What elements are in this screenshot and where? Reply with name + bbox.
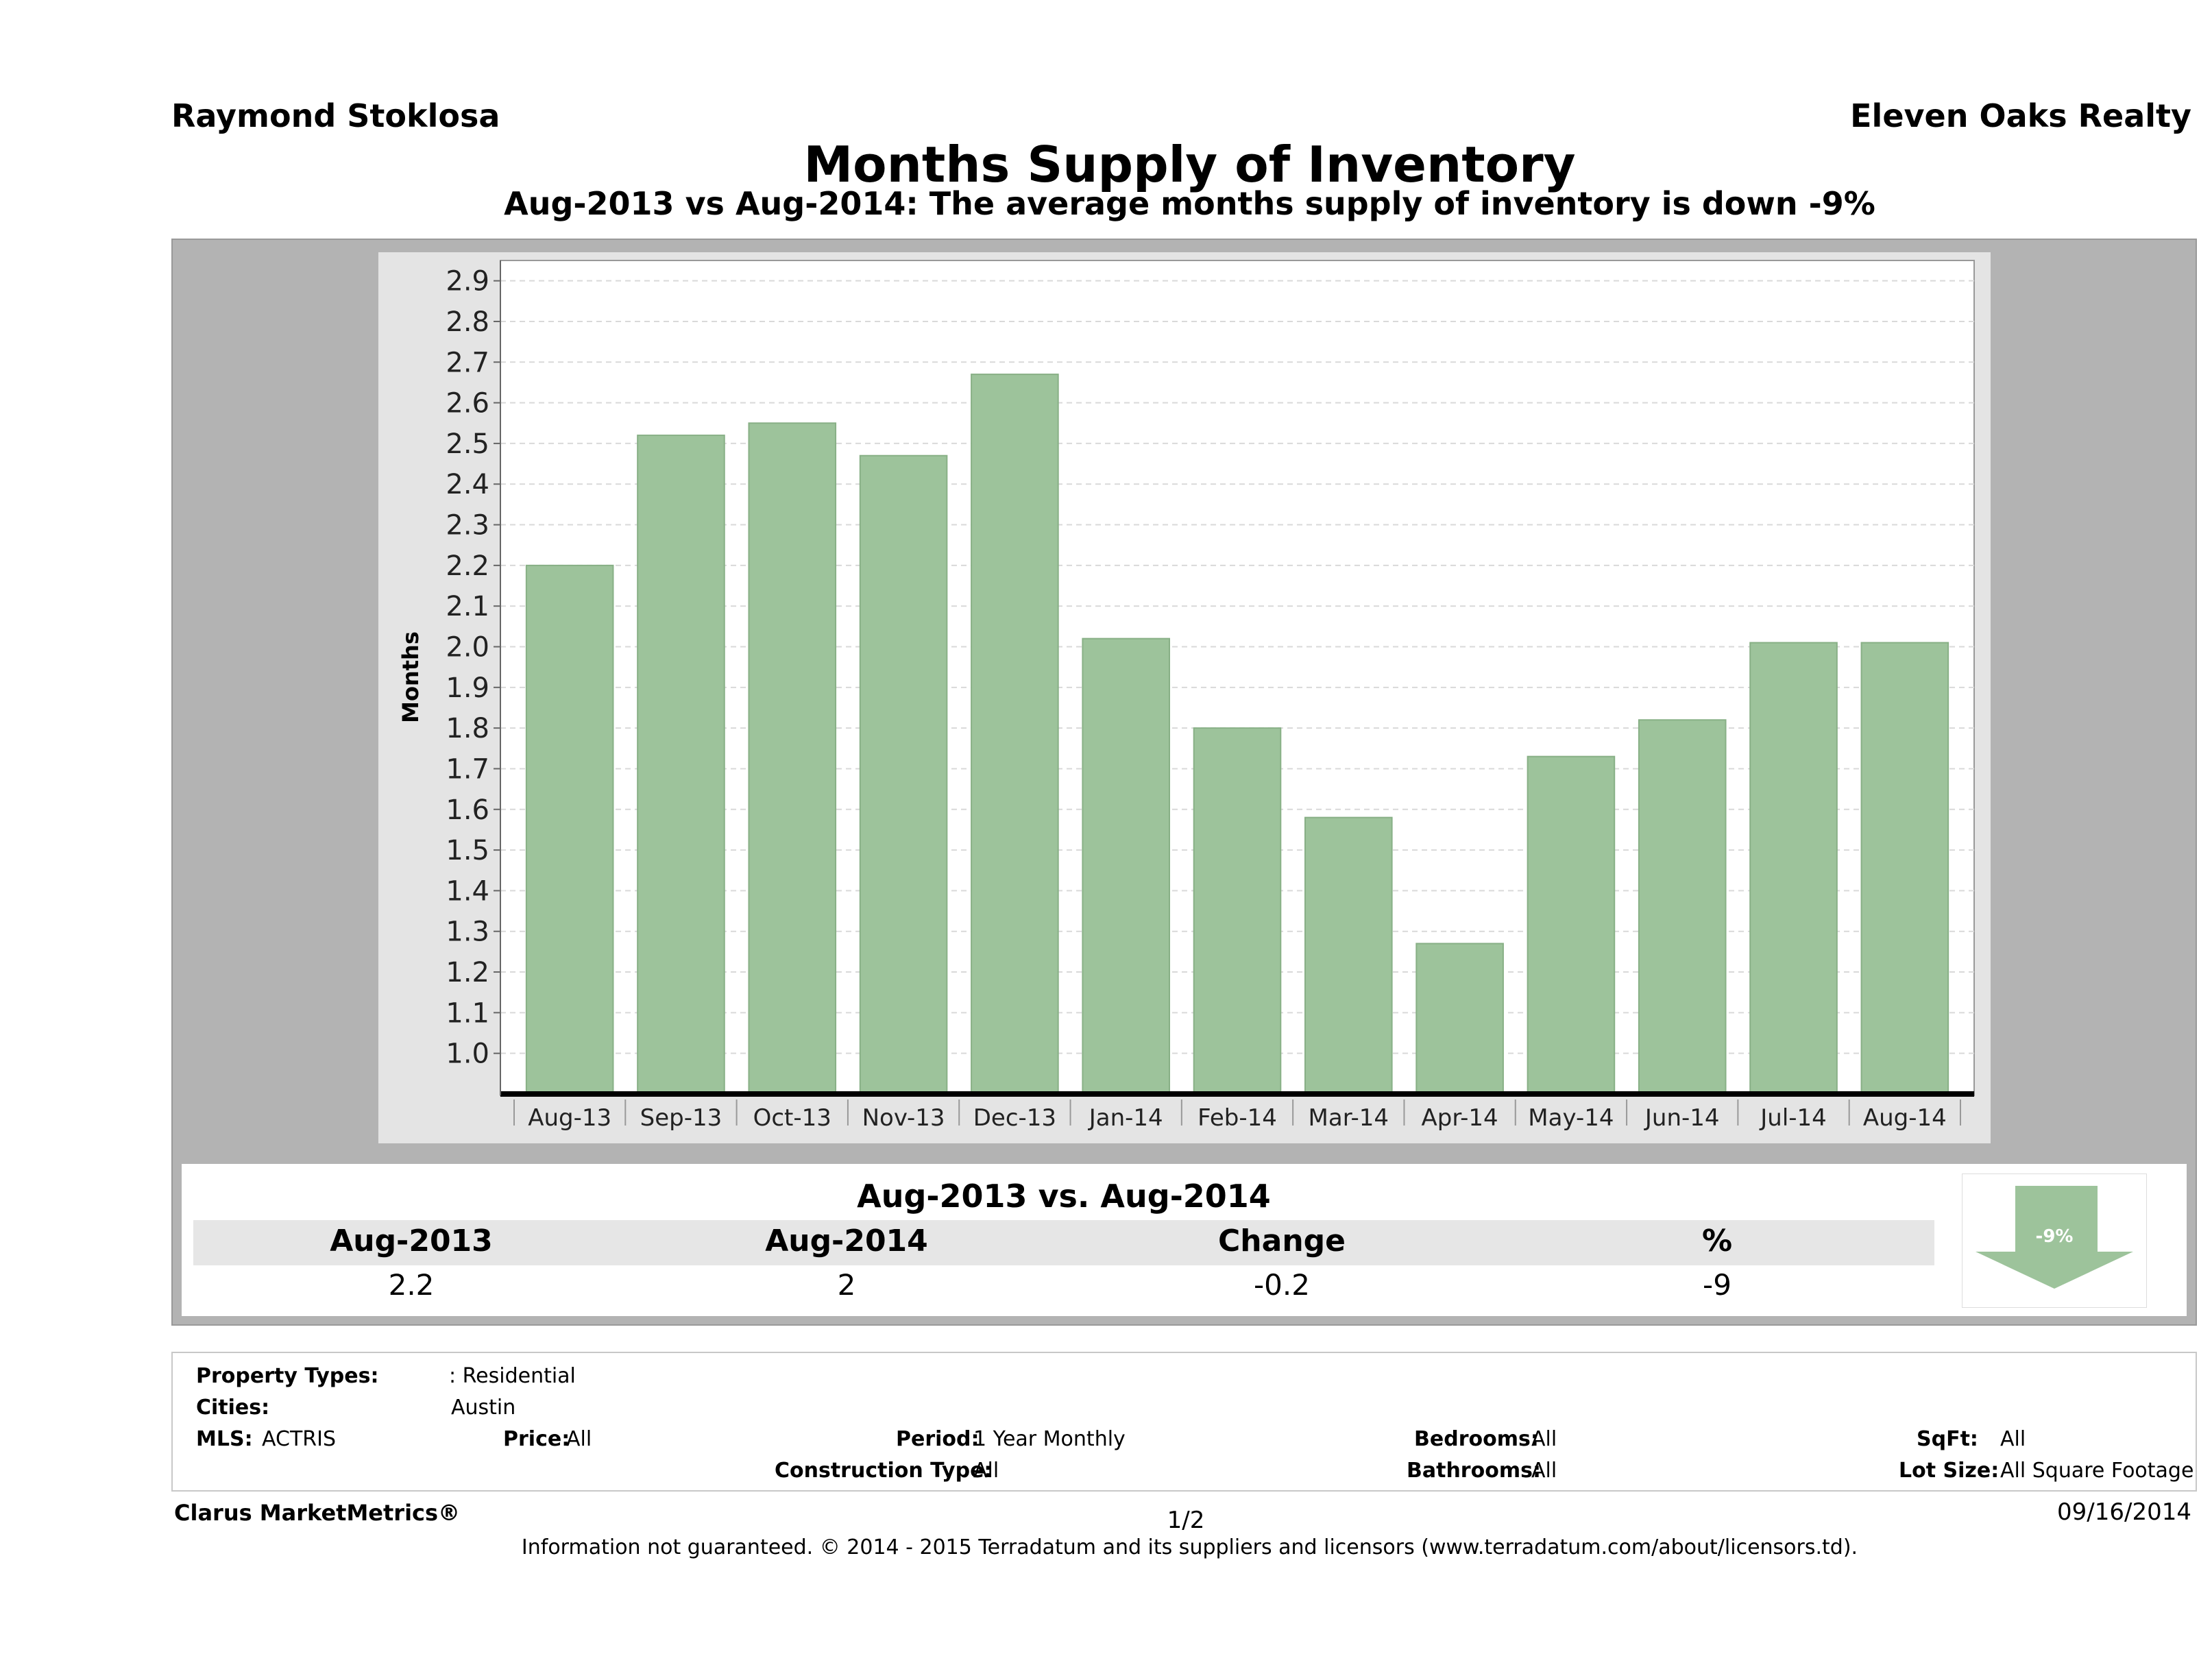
footer-brand: Clarus MarketMetrics® (174, 1500, 461, 1526)
mls-label: MLS: (196, 1427, 253, 1451)
summary-value-aug-2014: 2 (837, 1268, 856, 1302)
x-tick-label: Apr-14 (1422, 1104, 1498, 1132)
y-tick-label: 1.3 (446, 916, 489, 948)
summary-header-percent: % (1701, 1224, 1733, 1258)
bar-feb-14 (1193, 727, 1282, 1095)
summary-header-band (193, 1220, 1934, 1265)
summary-value-aug-2013: 2.2 (388, 1268, 435, 1302)
report-date: 09/16/2014 (2057, 1498, 2191, 1526)
bar-aug-14 (1860, 642, 1949, 1095)
mls-value: ACTRIS (262, 1427, 337, 1451)
x-tick-label: Sep-13 (640, 1104, 722, 1132)
summary-value-band (193, 1267, 1934, 1306)
x-tick-label: Aug-13 (528, 1104, 611, 1132)
y-tick-label: 1.0 (446, 1038, 489, 1070)
y-tick-label: 2.7 (446, 347, 489, 378)
bathrooms-label: Bathrooms: (1407, 1459, 1541, 1483)
y-tick-label: 1.2 (446, 957, 489, 988)
summary-header-aug-2013: Aug-2013 (330, 1224, 493, 1258)
y-tick-label: 2.4 (446, 469, 489, 500)
x-tick-label: Dec-13 (973, 1104, 1056, 1132)
construction-type-value: All (973, 1459, 999, 1483)
period-label: Period: (896, 1427, 980, 1451)
cities-label: Cities: (196, 1396, 270, 1420)
company-name: Eleven Oaks Realty (1850, 97, 2191, 134)
period-value: 1 Year Monthly (973, 1427, 1126, 1451)
y-tick-label: 2.6 (446, 388, 489, 420)
bar-aug-13 (525, 564, 614, 1095)
property-types-label: Property Types: (196, 1364, 379, 1388)
sqft-label: SqFt: (1917, 1427, 1978, 1451)
y-tick-label: 1.1 (446, 997, 489, 1029)
x-tick-label: Aug-14 (1863, 1104, 1947, 1132)
summary-title: Aug-2013 vs. Aug-2014 (857, 1178, 1271, 1215)
page-number: 1/2 (1167, 1507, 1205, 1534)
change-badge-label: -9% (2036, 1226, 2074, 1247)
y-tick-label: 1.8 (446, 713, 489, 744)
lot-size-label: Lot Size: (1899, 1459, 2000, 1483)
summary-header-change: Change (1218, 1224, 1346, 1258)
summary-title-box (193, 1174, 1934, 1219)
summary-header-aug-2014: Aug-2014 (765, 1224, 928, 1258)
y-tick-label: 1.9 (446, 672, 489, 704)
x-tick-label: Jul-14 (1759, 1104, 1827, 1132)
filter-info-box (171, 1352, 2197, 1492)
down-arrow-icon: -9% (1976, 1186, 2133, 1289)
y-tick-label: 1.5 (446, 835, 489, 866)
bar-sep-13 (637, 435, 725, 1095)
bar-may-14 (1527, 755, 1616, 1095)
bar-dec-13 (971, 374, 1059, 1095)
y-tick-label: 2.2 (446, 550, 489, 582)
bar-jul-14 (1749, 642, 1838, 1095)
y-tick-label: 1.7 (446, 753, 489, 785)
x-tick-label: Feb-14 (1198, 1104, 1277, 1132)
property-types-value: : Residential (449, 1364, 576, 1388)
bar-jun-14 (1638, 719, 1727, 1095)
bar-apr-14 (1415, 943, 1504, 1095)
y-tick-label: 2.1 (446, 591, 489, 622)
price-label: Price: (503, 1427, 570, 1451)
summary-value-change: -0.2 (1254, 1268, 1310, 1302)
chart-title: Months Supply of Inventory (803, 136, 1576, 193)
y-tick-label: 2.3 (446, 510, 489, 542)
bathrooms-value: All (1531, 1459, 1557, 1483)
y-axis-label: Months (398, 631, 424, 723)
bedrooms-value: All (1531, 1427, 1557, 1451)
bar-nov-13 (859, 454, 948, 1095)
bar-oct-13 (748, 422, 837, 1095)
cities-value: Austin (451, 1396, 516, 1420)
x-tick-label: Jun-14 (1644, 1104, 1720, 1132)
bedrooms-label: Bedrooms: (1414, 1427, 1539, 1451)
y-tick-label: 2.9 (446, 266, 489, 297)
x-tick-label: Nov-13 (862, 1104, 945, 1132)
x-tick-label: Jan-14 (1088, 1104, 1163, 1132)
x-tick-label: Oct-13 (753, 1104, 831, 1132)
construction-type-label: Construction Type: (775, 1459, 993, 1483)
y-tick-label: 2.0 (446, 632, 489, 664)
price-value: All (566, 1427, 592, 1451)
bar-chart: 1.0 1.1 1.2 1.3 1.4 1.5 1.6 1.7 1.8 1.9 2.0 2.1 2.2 2… (398, 260, 1975, 1132)
bar-mar-14 (1304, 816, 1393, 1095)
agent-name: Raymond Stoklosa (171, 97, 500, 134)
lot-size-value: All Square Footage (2000, 1459, 2194, 1483)
x-tick-label: May-14 (1528, 1104, 1614, 1132)
sqft-value: All (2000, 1427, 2026, 1451)
disclaimer: Information not guaranteed. © 2014 - 201… (521, 1535, 1858, 1559)
bar-jan-14 (1082, 637, 1170, 1095)
summary-value-percent: -9 (1703, 1268, 1731, 1302)
y-tick-label: 1.6 (446, 794, 489, 826)
y-tick-label: 2.8 (446, 306, 489, 338)
y-tick-label: 2.5 (446, 428, 489, 460)
chart-subtitle: Aug-2013 vs Aug-2014: The average months… (504, 185, 1875, 222)
y-tick-label: 1.4 (446, 875, 489, 907)
x-tick-label: Mar-14 (1309, 1104, 1389, 1132)
